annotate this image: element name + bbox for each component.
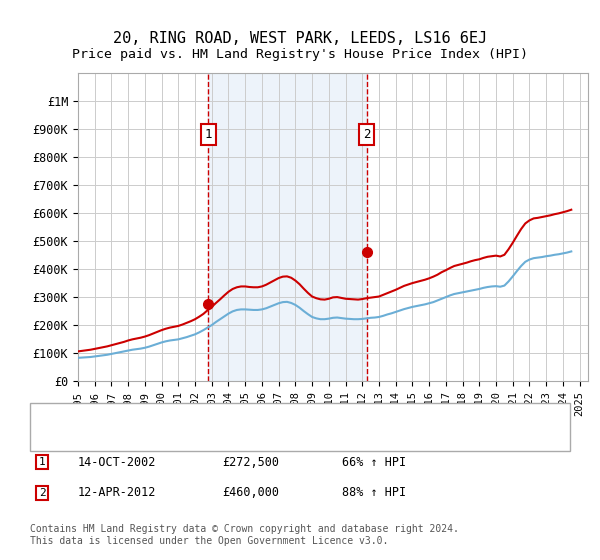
Text: 88% ↑ HPI: 88% ↑ HPI	[342, 486, 406, 500]
Text: Price paid vs. HM Land Registry's House Price Index (HPI): Price paid vs. HM Land Registry's House …	[72, 48, 528, 60]
Text: 20, RING ROAD, WEST PARK, LEEDS, LS16 6EJ: 20, RING ROAD, WEST PARK, LEEDS, LS16 6E…	[113, 31, 487, 46]
Text: 2: 2	[363, 128, 371, 141]
Text: 2: 2	[38, 488, 46, 498]
Text: ——: ——	[48, 431, 65, 445]
Text: £272,500: £272,500	[222, 455, 279, 469]
Text: 66% ↑ HPI: 66% ↑ HPI	[342, 455, 406, 469]
Text: Contains HM Land Registry data © Crown copyright and database right 2024.
This d: Contains HM Land Registry data © Crown c…	[30, 524, 459, 546]
Text: ——: ——	[48, 409, 65, 423]
Bar	[208, 73, 367, 381]
Text: 14-OCT-2002: 14-OCT-2002	[78, 455, 157, 469]
Text: 1: 1	[38, 457, 46, 467]
Text: £460,000: £460,000	[222, 486, 279, 500]
Text: 12-APR-2012: 12-APR-2012	[78, 486, 157, 500]
Text: 20, RING ROAD, WEST PARK, LEEDS, LS16 6EJ (detached house): 20, RING ROAD, WEST PARK, LEEDS, LS16 6E…	[84, 412, 446, 422]
Text: 1: 1	[205, 128, 212, 141]
Text: HPI: Average price, detached house, Leeds: HPI: Average price, detached house, Leed…	[84, 432, 340, 442]
